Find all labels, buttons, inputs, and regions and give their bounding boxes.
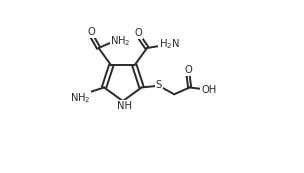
Text: NH$_2$: NH$_2$ <box>110 34 131 48</box>
Text: OH: OH <box>201 85 216 95</box>
Text: O: O <box>88 27 96 37</box>
Text: H$_2$N: H$_2$N <box>159 38 180 52</box>
Text: O: O <box>184 65 192 75</box>
Text: S: S <box>156 80 162 90</box>
Text: NH$_2$: NH$_2$ <box>70 92 90 105</box>
Text: NH: NH <box>117 101 132 111</box>
Text: O: O <box>135 28 142 38</box>
